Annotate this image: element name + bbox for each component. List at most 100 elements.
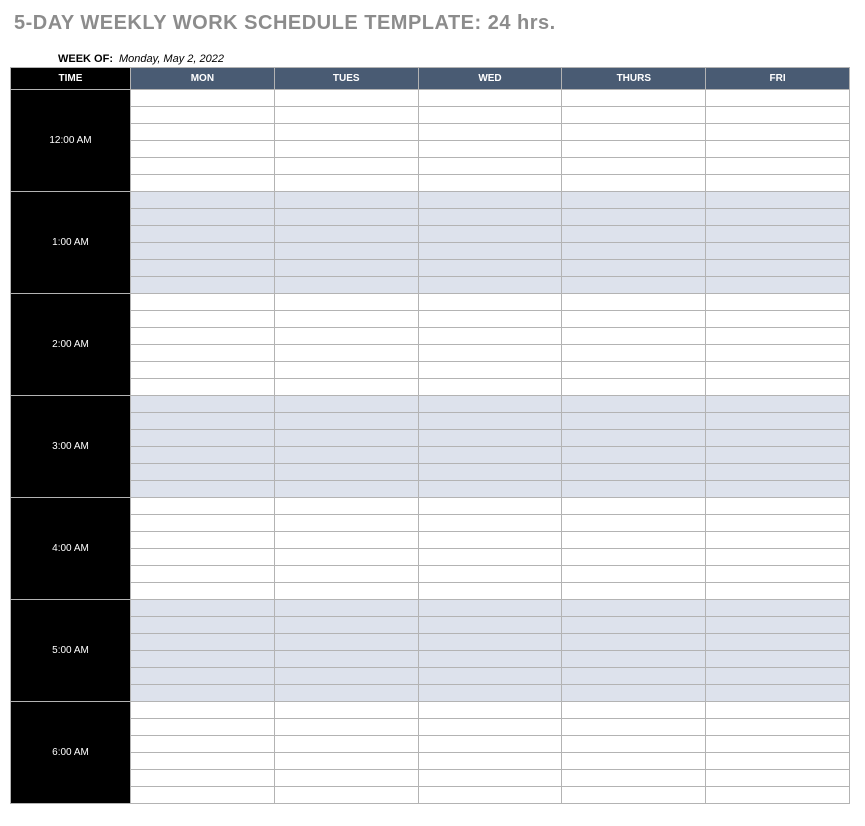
schedule-cell[interactable]	[418, 685, 562, 702]
schedule-cell[interactable]	[131, 719, 275, 736]
schedule-cell[interactable]	[274, 736, 418, 753]
schedule-cell[interactable]	[418, 260, 562, 277]
schedule-cell[interactable]	[274, 583, 418, 600]
schedule-cell[interactable]	[706, 243, 850, 260]
schedule-cell[interactable]	[131, 277, 275, 294]
schedule-cell[interactable]	[706, 753, 850, 770]
schedule-cell[interactable]	[131, 260, 275, 277]
schedule-cell[interactable]	[274, 158, 418, 175]
schedule-cell[interactable]	[131, 515, 275, 532]
schedule-cell[interactable]	[274, 668, 418, 685]
schedule-cell[interactable]	[274, 209, 418, 226]
schedule-cell[interactable]	[562, 294, 706, 311]
schedule-cell[interactable]	[562, 107, 706, 124]
schedule-cell[interactable]	[131, 141, 275, 158]
schedule-cell[interactable]	[706, 583, 850, 600]
schedule-cell[interactable]	[562, 600, 706, 617]
schedule-cell[interactable]	[131, 651, 275, 668]
schedule-cell[interactable]	[131, 787, 275, 804]
schedule-cell[interactable]	[131, 617, 275, 634]
schedule-cell[interactable]	[418, 464, 562, 481]
schedule-cell[interactable]	[562, 260, 706, 277]
schedule-cell[interactable]	[274, 396, 418, 413]
schedule-cell[interactable]	[418, 107, 562, 124]
schedule-cell[interactable]	[274, 379, 418, 396]
schedule-cell[interactable]	[274, 90, 418, 107]
schedule-cell[interactable]	[274, 532, 418, 549]
schedule-cell[interactable]	[131, 685, 275, 702]
schedule-cell[interactable]	[706, 736, 850, 753]
schedule-cell[interactable]	[274, 719, 418, 736]
schedule-cell[interactable]	[274, 787, 418, 804]
schedule-cell[interactable]	[274, 175, 418, 192]
schedule-cell[interactable]	[418, 141, 562, 158]
schedule-cell[interactable]	[131, 532, 275, 549]
schedule-cell[interactable]	[706, 175, 850, 192]
schedule-cell[interactable]	[562, 481, 706, 498]
schedule-cell[interactable]	[274, 107, 418, 124]
schedule-cell[interactable]	[562, 668, 706, 685]
schedule-cell[interactable]	[562, 328, 706, 345]
schedule-cell[interactable]	[131, 549, 275, 566]
schedule-cell[interactable]	[706, 226, 850, 243]
schedule-cell[interactable]	[562, 498, 706, 515]
schedule-cell[interactable]	[274, 413, 418, 430]
schedule-cell[interactable]	[562, 770, 706, 787]
schedule-cell[interactable]	[562, 311, 706, 328]
schedule-cell[interactable]	[706, 702, 850, 719]
schedule-cell[interactable]	[274, 566, 418, 583]
schedule-cell[interactable]	[418, 702, 562, 719]
schedule-cell[interactable]	[706, 345, 850, 362]
schedule-cell[interactable]	[562, 719, 706, 736]
schedule-cell[interactable]	[706, 328, 850, 345]
schedule-cell[interactable]	[418, 124, 562, 141]
schedule-cell[interactable]	[131, 736, 275, 753]
schedule-cell[interactable]	[418, 90, 562, 107]
schedule-cell[interactable]	[274, 260, 418, 277]
schedule-cell[interactable]	[274, 600, 418, 617]
schedule-cell[interactable]	[131, 430, 275, 447]
schedule-cell[interactable]	[562, 702, 706, 719]
schedule-cell[interactable]	[706, 413, 850, 430]
schedule-cell[interactable]	[274, 464, 418, 481]
schedule-cell[interactable]	[131, 192, 275, 209]
schedule-cell[interactable]	[418, 277, 562, 294]
schedule-cell[interactable]	[274, 124, 418, 141]
schedule-cell[interactable]	[274, 192, 418, 209]
schedule-cell[interactable]	[562, 651, 706, 668]
schedule-cell[interactable]	[562, 209, 706, 226]
schedule-cell[interactable]	[418, 209, 562, 226]
schedule-cell[interactable]	[706, 481, 850, 498]
schedule-cell[interactable]	[131, 294, 275, 311]
schedule-cell[interactable]	[131, 566, 275, 583]
schedule-cell[interactable]	[562, 515, 706, 532]
schedule-cell[interactable]	[706, 396, 850, 413]
schedule-cell[interactable]	[418, 345, 562, 362]
schedule-cell[interactable]	[274, 515, 418, 532]
schedule-cell[interactable]	[706, 515, 850, 532]
schedule-cell[interactable]	[418, 532, 562, 549]
schedule-cell[interactable]	[418, 328, 562, 345]
schedule-cell[interactable]	[562, 192, 706, 209]
schedule-cell[interactable]	[418, 294, 562, 311]
schedule-cell[interactable]	[418, 447, 562, 464]
schedule-cell[interactable]	[418, 192, 562, 209]
schedule-cell[interactable]	[274, 447, 418, 464]
schedule-cell[interactable]	[562, 753, 706, 770]
schedule-cell[interactable]	[706, 532, 850, 549]
schedule-cell[interactable]	[274, 549, 418, 566]
schedule-cell[interactable]	[706, 430, 850, 447]
schedule-cell[interactable]	[706, 277, 850, 294]
schedule-cell[interactable]	[274, 634, 418, 651]
schedule-cell[interactable]	[418, 566, 562, 583]
schedule-cell[interactable]	[274, 226, 418, 243]
schedule-cell[interactable]	[131, 396, 275, 413]
schedule-cell[interactable]	[562, 566, 706, 583]
schedule-cell[interactable]	[274, 617, 418, 634]
schedule-cell[interactable]	[562, 90, 706, 107]
schedule-cell[interactable]	[418, 668, 562, 685]
schedule-cell[interactable]	[418, 719, 562, 736]
schedule-cell[interactable]	[418, 634, 562, 651]
schedule-cell[interactable]	[562, 379, 706, 396]
schedule-cell[interactable]	[131, 124, 275, 141]
